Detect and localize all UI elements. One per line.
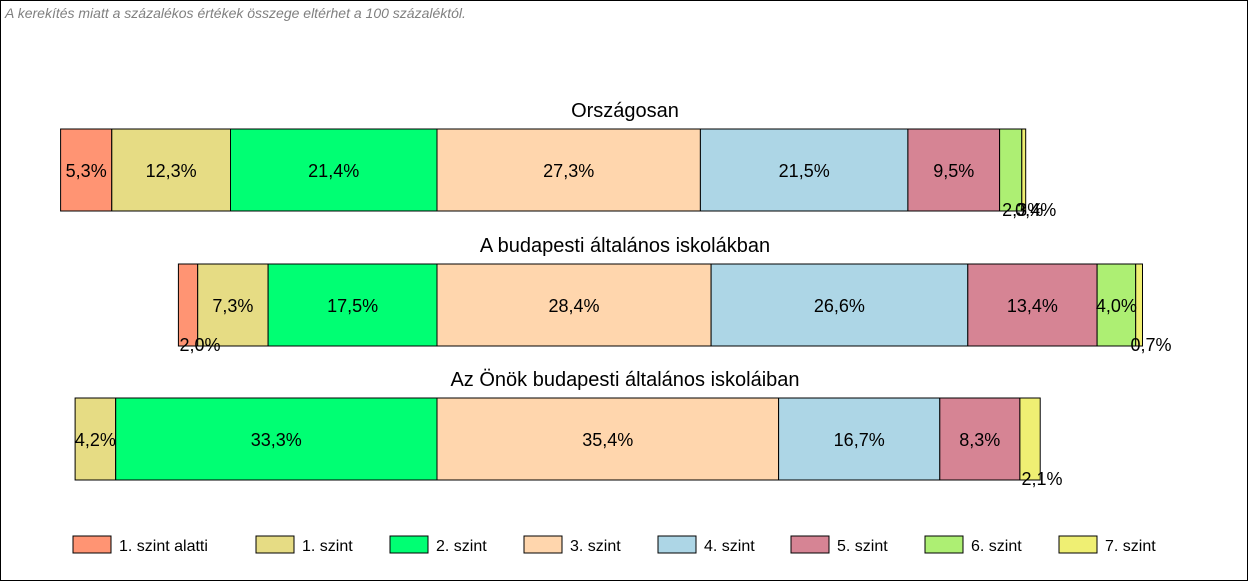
bar-segment — [907, 128, 1001, 212]
legend-swatch — [1058, 535, 1098, 554]
segment-label: 21,5% — [779, 161, 830, 181]
legend-label: 3. szint — [570, 538, 621, 555]
bar-title: Az Önök budapesti általános iskoláiban — [450, 369, 799, 391]
segment-label: 2,0% — [179, 335, 220, 355]
segment-label: 0,4% — [1015, 200, 1056, 220]
legend-swatch — [72, 535, 112, 554]
bar-segment — [710, 263, 969, 347]
segment-label: 16,7% — [834, 430, 885, 450]
segment-label: 8,3% — [959, 430, 1000, 450]
legend-label: 6. szint — [971, 538, 1022, 555]
segment-label: 28,4% — [548, 296, 599, 316]
bar-segment — [699, 128, 909, 212]
segment-label: 0,7% — [1130, 335, 1171, 355]
rounding-footnote: A kerekítés miatt a százalékos értékek ö… — [5, 5, 466, 21]
bar-segment — [111, 128, 231, 212]
legend-swatch — [389, 535, 429, 554]
segment-label: 33,3% — [251, 430, 302, 450]
legend-swatch — [657, 535, 697, 554]
bar-segment — [74, 397, 117, 481]
bar-segment — [60, 128, 113, 212]
segment-label: 12,3% — [146, 161, 197, 181]
bar-title: A budapesti általános iskolákban — [480, 235, 770, 257]
bar-segment — [1021, 128, 1027, 212]
bar-title: Országosan — [571, 100, 679, 122]
legend-swatch — [255, 535, 295, 554]
bar-segment — [436, 128, 701, 212]
segment-label: 21,4% — [308, 161, 359, 181]
segment-label: 9,5% — [933, 161, 974, 181]
segment-label: 27,3% — [543, 161, 594, 181]
bar-segment — [436, 263, 712, 347]
bar-segment — [999, 128, 1023, 212]
segment-label: 2,3% — [1002, 200, 1043, 220]
segment-label: 5,3% — [66, 161, 107, 181]
bar-segment — [778, 397, 941, 481]
legend-label: 7. szint — [1105, 538, 1156, 555]
bar-segment — [177, 263, 199, 347]
legend-label: 1. szint — [302, 538, 353, 555]
segment-label: 35,4% — [582, 430, 633, 450]
legend-label: 2. szint — [436, 538, 487, 555]
bar-segment — [939, 397, 1021, 481]
segment-label: 2,1% — [1021, 469, 1062, 489]
legend-label: 1. szint alatti — [119, 538, 208, 555]
legend-label: 5. szint — [837, 538, 888, 555]
segment-label: 17,5% — [327, 296, 378, 316]
legend-swatch — [790, 535, 830, 554]
legend-label: 4. szint — [704, 538, 755, 555]
bar-segment — [967, 263, 1098, 347]
legend-swatch — [523, 535, 563, 554]
bar-segment — [436, 397, 780, 481]
bar-segment — [230, 128, 438, 212]
segment-label: 7,3% — [212, 296, 253, 316]
legend-swatch — [924, 535, 964, 554]
segment-label: 4,0% — [1096, 296, 1137, 316]
bar-segment — [1019, 397, 1041, 481]
segment-label: 13,4% — [1007, 296, 1058, 316]
segment-label: 26,6% — [814, 296, 865, 316]
bar-segment — [115, 397, 438, 481]
bar-segment — [267, 263, 438, 347]
bar-segment — [1096, 263, 1137, 347]
segment-label: 4,2% — [75, 430, 116, 450]
bar-segment — [197, 263, 269, 347]
bar-segment — [1135, 263, 1143, 347]
